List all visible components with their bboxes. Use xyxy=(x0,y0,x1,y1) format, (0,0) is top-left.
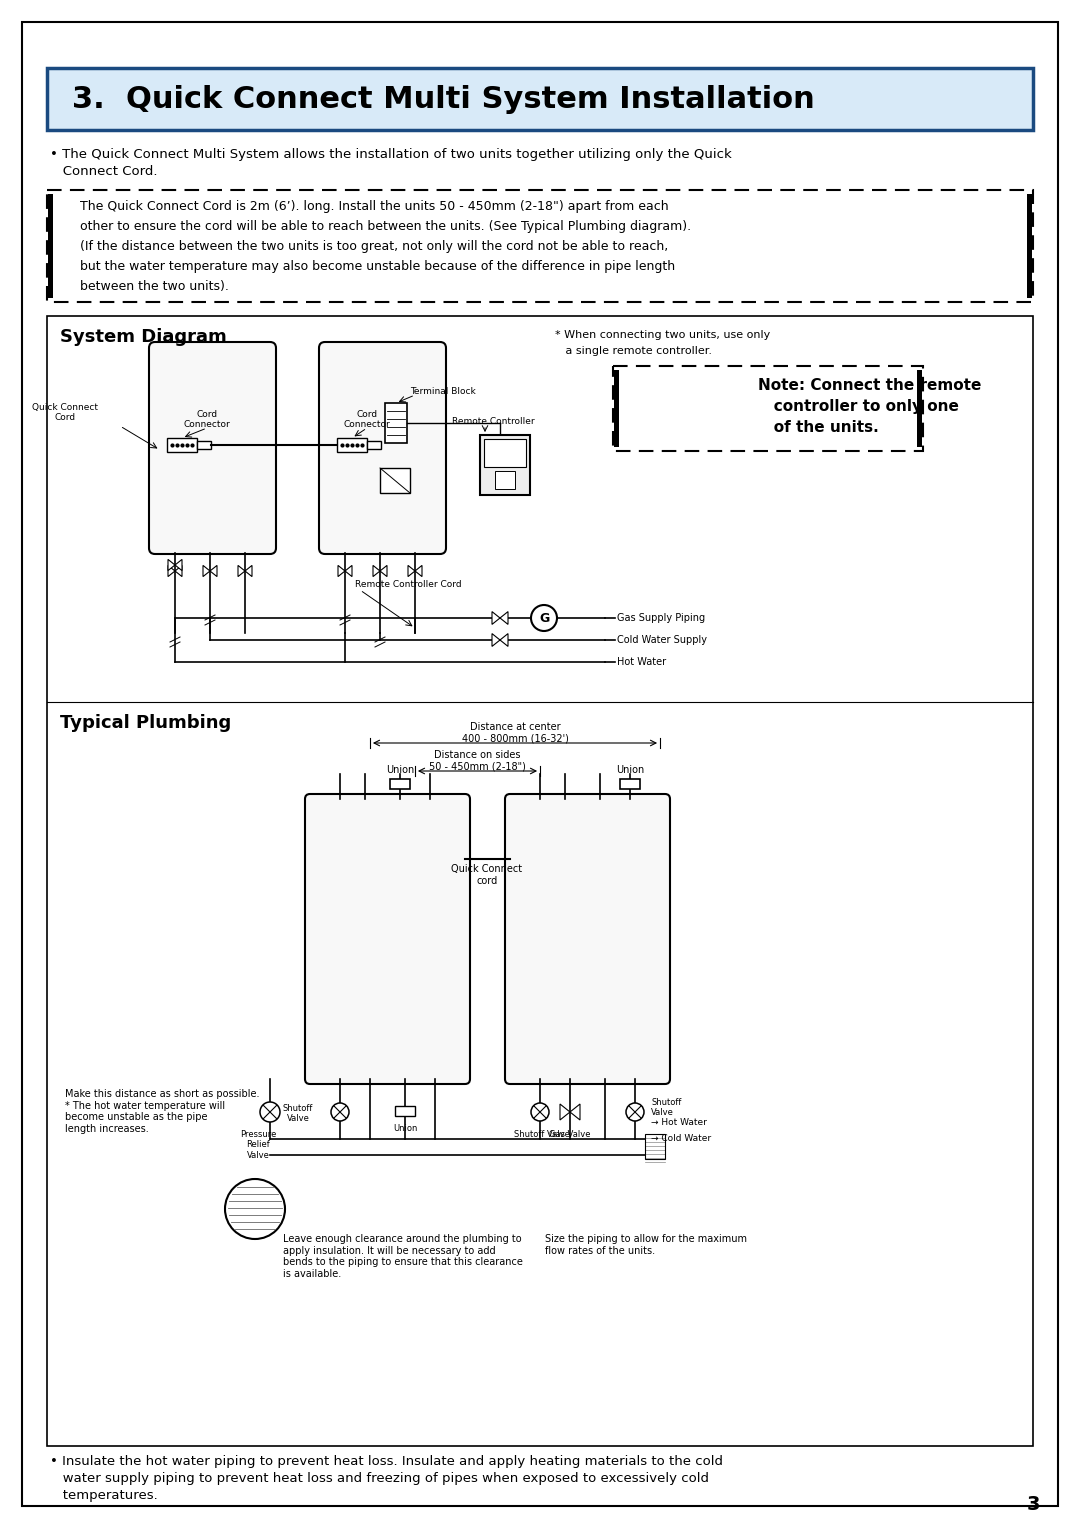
Text: Connect Cord.: Connect Cord. xyxy=(50,165,158,177)
Bar xyxy=(384,403,407,443)
Text: Gas Valve: Gas Valve xyxy=(550,1131,591,1138)
Text: Cord
Connector: Cord Connector xyxy=(343,410,390,429)
Bar xyxy=(48,189,1032,303)
Circle shape xyxy=(260,1102,280,1122)
Circle shape xyxy=(225,1180,285,1239)
Text: Cold Water Supply: Cold Water Supply xyxy=(617,636,707,645)
Text: Gas Supply Piping: Gas Supply Piping xyxy=(617,613,705,623)
Polygon shape xyxy=(338,565,345,576)
Text: G: G xyxy=(539,613,549,625)
Text: 3.  Quick Connect Multi System Installation: 3. Quick Connect Multi System Installati… xyxy=(72,86,814,115)
Polygon shape xyxy=(245,565,252,576)
Text: Distance at center
400 - 800mm (16-32'): Distance at center 400 - 800mm (16-32') xyxy=(461,723,568,744)
Text: → Hot Water: → Hot Water xyxy=(651,1118,707,1128)
Text: Remote Controller Cord: Remote Controller Cord xyxy=(355,581,461,588)
Polygon shape xyxy=(500,634,508,646)
Text: Size the piping to allow for the maximum
flow rates of the units.: Size the piping to allow for the maximum… xyxy=(545,1235,747,1256)
Circle shape xyxy=(626,1103,644,1122)
Text: → Cold Water: → Cold Water xyxy=(651,1134,711,1143)
Circle shape xyxy=(330,1103,349,1122)
Polygon shape xyxy=(408,565,415,576)
Text: 3: 3 xyxy=(1026,1494,1040,1514)
Polygon shape xyxy=(373,565,380,576)
Bar xyxy=(495,471,515,489)
Polygon shape xyxy=(492,634,500,646)
Bar xyxy=(197,442,211,449)
Text: Leave enough clearance around the plumbing to
apply insulation. It will be neces: Leave enough clearance around the plumbi… xyxy=(283,1235,523,1279)
Bar xyxy=(484,439,526,468)
Bar xyxy=(917,370,922,448)
Bar xyxy=(480,435,530,495)
Bar xyxy=(613,367,923,451)
Text: Shutoff Valve: Shutoff Valve xyxy=(514,1131,570,1138)
Text: • The Quick Connect Multi System allows the installation of two units together u: • The Quick Connect Multi System allows … xyxy=(50,148,732,160)
Text: temperatures.: temperatures. xyxy=(50,1488,158,1502)
Text: Pressure
Relief
Valve: Pressure Relief Valve xyxy=(240,1131,276,1160)
Text: of the units.: of the units. xyxy=(758,420,879,435)
Text: other to ensure the cord will be able to reach between the units. (See Typical P: other to ensure the cord will be able to… xyxy=(72,220,691,232)
Bar xyxy=(167,439,197,452)
Text: Note: Connect the remote: Note: Connect the remote xyxy=(758,377,982,393)
Text: a single remote controller.: a single remote controller. xyxy=(555,345,712,356)
Text: Distance on sides
50 - 450mm (2-18"): Distance on sides 50 - 450mm (2-18") xyxy=(429,750,526,772)
Text: Typical Plumbing: Typical Plumbing xyxy=(60,714,231,732)
Circle shape xyxy=(531,605,557,631)
Bar xyxy=(645,1134,665,1160)
Polygon shape xyxy=(210,565,217,576)
FancyBboxPatch shape xyxy=(505,795,670,1083)
Polygon shape xyxy=(570,1105,580,1120)
Circle shape xyxy=(531,1103,549,1122)
Text: between the two units).: between the two units). xyxy=(72,280,229,293)
Text: * When connecting two units, use only: * When connecting two units, use only xyxy=(555,330,770,341)
Bar xyxy=(1027,194,1032,298)
Text: Make this distance as short as possible.
* The hot water temperature will
become: Make this distance as short as possible.… xyxy=(65,1089,259,1134)
Text: water supply piping to prevent heat loss and freezing of pipes when exposed to e: water supply piping to prevent heat loss… xyxy=(50,1471,708,1485)
Bar xyxy=(620,779,640,788)
Text: (If the distance between the two units is too great, not only will the cord not : (If the distance between the two units i… xyxy=(72,240,669,254)
Polygon shape xyxy=(345,565,352,576)
Bar xyxy=(48,69,1032,130)
Polygon shape xyxy=(492,611,500,625)
Text: Terminal Block: Terminal Block xyxy=(410,387,476,396)
Polygon shape xyxy=(203,565,210,576)
Polygon shape xyxy=(168,565,175,576)
Text: System Diagram: System Diagram xyxy=(60,329,227,345)
Bar xyxy=(48,194,53,298)
Polygon shape xyxy=(175,565,183,576)
Polygon shape xyxy=(175,559,183,570)
Text: Quick Connect
Cord: Quick Connect Cord xyxy=(32,403,98,422)
Text: Remote Controller: Remote Controller xyxy=(453,417,535,426)
Bar xyxy=(337,439,367,452)
Text: Hot Water: Hot Water xyxy=(617,657,666,668)
Bar xyxy=(395,1106,415,1115)
Bar xyxy=(48,316,1032,1445)
Bar xyxy=(390,779,410,788)
Text: Cord
Connector: Cord Connector xyxy=(184,410,230,429)
Bar xyxy=(367,442,381,449)
Text: but the water temperature may also become unstable because of the difference in : but the water temperature may also becom… xyxy=(72,260,675,274)
FancyBboxPatch shape xyxy=(149,342,276,555)
Text: Shutoff
Valve: Shutoff Valve xyxy=(651,1099,681,1117)
Polygon shape xyxy=(168,559,175,570)
Bar xyxy=(615,370,619,448)
FancyBboxPatch shape xyxy=(305,795,470,1083)
Text: Shutoff
Valve: Shutoff Valve xyxy=(283,1105,313,1123)
Text: Union: Union xyxy=(616,766,644,775)
Polygon shape xyxy=(380,565,387,576)
Polygon shape xyxy=(561,1105,570,1120)
Text: • Insulate the hot water piping to prevent heat loss. Insulate and apply heating: • Insulate the hot water piping to preve… xyxy=(50,1455,723,1468)
Polygon shape xyxy=(238,565,245,576)
Text: Union: Union xyxy=(393,1125,417,1132)
Polygon shape xyxy=(500,611,508,625)
Text: controller to only one: controller to only one xyxy=(758,399,959,414)
Text: The Quick Connect Cord is 2m (6’). long. Install the units 50 - 450mm (2-18") ap: The Quick Connect Cord is 2m (6’). long.… xyxy=(72,200,669,212)
Polygon shape xyxy=(415,565,422,576)
FancyBboxPatch shape xyxy=(319,342,446,555)
Bar xyxy=(380,468,410,494)
Text: Quick Connect
cord: Quick Connect cord xyxy=(451,863,523,886)
Text: Union: Union xyxy=(386,766,414,775)
